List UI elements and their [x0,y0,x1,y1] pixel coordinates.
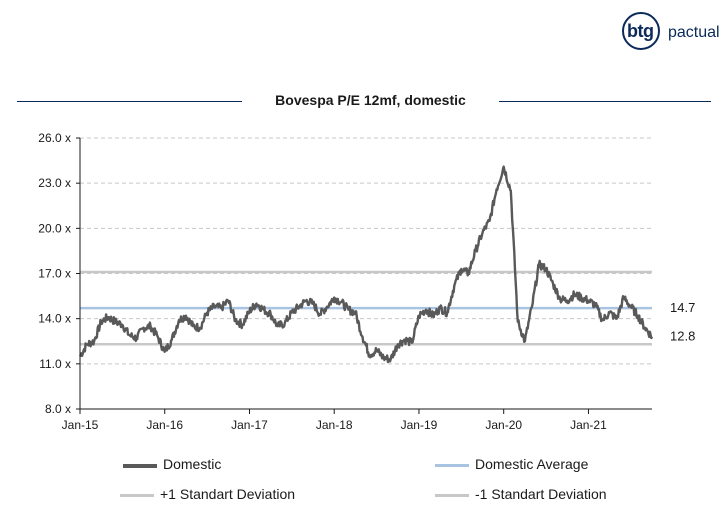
logo-pactual-text: pactual [668,24,720,41]
x-tick-label: Jan-17 [231,418,268,432]
x-tick-label: Jan-21 [570,418,607,432]
legend-swatch-domestic [123,464,157,468]
y-tick-label: 26.0 x [38,131,71,145]
legend-swatch-average [435,464,469,467]
pe-line-chart: 8.0 x 11.0 x 14.0 x 17.0 x 20.0 x 23.0 x 26.0 … [38,131,695,432]
x-tick-label: Jan-19 [401,418,438,432]
chart-legend: Domestic Domestic Average +1 Standart De… [0,452,725,512]
end-label-average: 14.7 [670,300,695,315]
title-rule-right [499,101,711,102]
reference-lines [80,270,652,346]
y-tick-label: 14.0 x [38,312,71,326]
title-rule-left [17,101,242,102]
grid-lines [80,137,652,365]
x-tick-label: Jan-18 [316,418,353,432]
btg-pactual-logo: btg pactual [622,12,722,52]
x-tick-label: Jan-20 [485,418,522,432]
legend-label: Domestic Average [475,456,589,472]
logo-circle [622,12,660,50]
chart-title: Bovespa P/E 12mf, domestic [275,92,466,108]
y-tick-label: 11.0 x [39,357,71,371]
y-tick-labels: 8.0 x 11.0 x 14.0 x 17.0 x 20.0 x 23.0 x 26.0 … [38,131,80,416]
y-tick-label: 8.0 x [45,402,71,416]
logo-btg-text: btg [627,21,654,41]
legend-label: -1 Standart Deviation [475,486,607,502]
x-tick-label: Jan-15 [62,418,99,432]
end-label-domestic: 12.8 [670,329,695,344]
domestic-series-line [78,165,654,364]
x-tick-labels: Jan-15 Jan-16 Jan-17 Jan-18 Jan-19 Jan-20 Jan-… [62,409,607,432]
legend-swatch-plus-1sd [120,494,154,497]
chart-title-bar: Bovespa P/E 12mf, domestic [17,90,711,112]
legend-swatch-minus-1sd [435,494,469,497]
legend-label: Domestic [163,456,222,472]
y-tick-label: 17.0 x [38,267,71,281]
x-tick-label: Jan-16 [146,418,183,432]
legend-label: +1 Standart Deviation [160,486,296,502]
y-tick-label: 20.0 x [38,221,71,235]
end-value-labels: 14.7 12.8 [670,300,695,344]
y-tick-label: 23.0 x [38,176,71,190]
